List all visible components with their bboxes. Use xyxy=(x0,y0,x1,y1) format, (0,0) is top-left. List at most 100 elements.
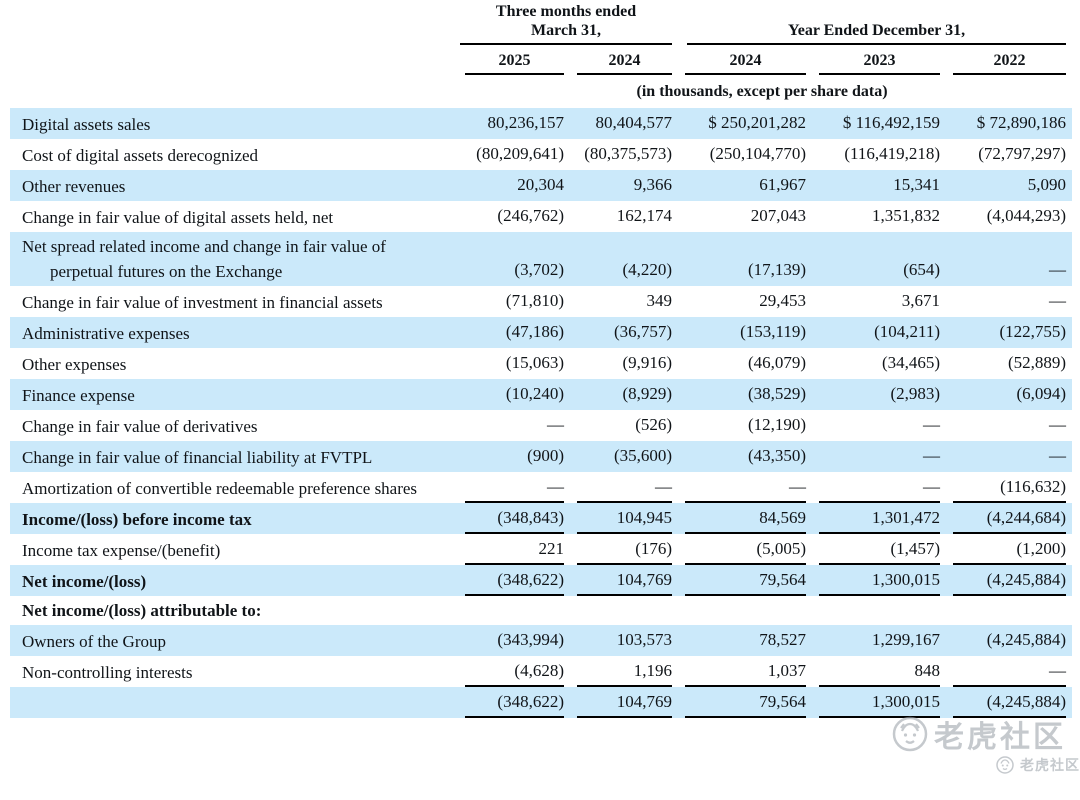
cell-value: (1,200) xyxy=(940,534,1072,565)
income-statement-table: Three months ended March 31, Year Ended … xyxy=(10,2,1073,718)
row-label: Digital assets sales xyxy=(22,115,151,134)
row-label: Amortization of convertible redeemable p… xyxy=(22,479,418,498)
row-label: Administrative expenses xyxy=(22,324,190,343)
table-row: Amortization of convertible redeemable p… xyxy=(10,472,1072,503)
cell-value: (4,245,884) xyxy=(940,565,1072,596)
cell-value: 80,236,157 xyxy=(487,113,565,132)
cell-value: (36,757) xyxy=(613,322,673,341)
cell-value: (348,622) xyxy=(452,687,564,718)
cell-value: (2,983) xyxy=(890,384,941,403)
cell-value: 103,573 xyxy=(616,630,673,649)
cell-value: — xyxy=(452,472,564,503)
row-label xyxy=(10,687,452,718)
row-label: Cost of digital assets derecognized xyxy=(22,146,259,165)
units-note-row: (in thousands, except per share data) xyxy=(10,75,1072,108)
cell-value: (80,375,573) xyxy=(584,144,673,163)
column-header-year: 2023 xyxy=(806,45,941,75)
table-row: Net income/(loss) (348,622) 104,769 79,564 1… xyxy=(10,565,1073,596)
cell-value: (12,190) xyxy=(747,415,807,434)
cell-value xyxy=(452,596,564,625)
cell-value: (526) xyxy=(635,415,673,434)
tiger-logo-icon xyxy=(892,716,928,752)
cell-value: 848 xyxy=(806,656,941,687)
cell-value: (3,702) xyxy=(514,260,564,279)
table-row: Owners of the Group (343,994) 103,573 78,52… xyxy=(10,625,1073,656)
cell-value: (4,245,884) xyxy=(986,630,1067,649)
cell-value: 1,300,015 xyxy=(806,687,941,718)
cell-value: (43,350) xyxy=(747,446,807,465)
row-label: Income/(loss) before income tax xyxy=(22,510,252,529)
cell-value: 29,453 xyxy=(759,291,807,310)
cell-value: — xyxy=(1049,291,1067,310)
table-row: Cost of digital assets derecognized (80,2… xyxy=(10,139,1072,170)
table-row: (348,622) 104,769 79,564 1,300,015 (4,245,88… xyxy=(10,687,1073,718)
cell-value: — xyxy=(1049,260,1067,279)
cell-value: — xyxy=(564,472,673,503)
cell-value: (4,628) xyxy=(452,656,564,687)
cell-value: 3,671 xyxy=(901,291,941,310)
table-row: Administrative expenses (47,186) (36,757) (… xyxy=(10,317,1073,348)
cell-value: — xyxy=(923,446,941,465)
row-label: Net spread related income and change in … xyxy=(22,237,386,281)
cell-value: — xyxy=(940,656,1072,687)
group-header-row: Three months ended March 31, Year Ended … xyxy=(10,2,1072,45)
cell-value: (8,929) xyxy=(622,384,673,403)
cell-value: (4,220) xyxy=(622,260,673,279)
watermark: 老虎社区 xyxy=(892,712,1066,756)
cell-value: (1,457) xyxy=(806,534,941,565)
cell-value: 1,037 xyxy=(672,656,807,687)
row-label: Change in fair value of derivatives xyxy=(22,417,258,436)
group-header-line: Year Ended December 31, xyxy=(787,22,966,39)
cell-value: 162,174 xyxy=(616,206,673,225)
column-header-year: 2024 xyxy=(564,45,673,75)
cell-value: (72,797,297) xyxy=(978,144,1067,163)
group-header-line: March 31, xyxy=(531,22,601,39)
column-group-three-months: Three months ended March 31, xyxy=(452,2,673,45)
cell-value: 15,341 xyxy=(893,175,941,194)
cell-value: (4,245,884) xyxy=(940,687,1072,718)
cell-value: 20,304 xyxy=(517,175,564,194)
row-label: Change in fair value of financial liabil… xyxy=(22,448,373,467)
label-column-spacer xyxy=(10,2,452,45)
table-row: Change in fair value of digital assets h… xyxy=(10,201,1072,232)
cell-value: 79,564 xyxy=(672,565,807,596)
cell-value: $ 116,492,159 xyxy=(842,113,941,132)
cell-value: 61,967 xyxy=(759,175,807,194)
table-row: Net income/(loss) attributable to: xyxy=(10,596,1072,625)
cell-value: (104,211) xyxy=(874,322,941,341)
row-label: Other expenses xyxy=(22,355,127,374)
row-label: Net income/(loss) attributable to: xyxy=(22,601,262,620)
cell-value: 1,196 xyxy=(564,656,673,687)
column-header-year: 2024 xyxy=(672,45,807,75)
cell-value: (6,094) xyxy=(1016,384,1067,403)
cell-value: (348,622) xyxy=(452,565,564,596)
cell-value: 221 xyxy=(452,534,564,565)
cell-value: 84,569 xyxy=(672,503,807,534)
watermark-small: 老虎社区 xyxy=(996,755,1080,775)
row-label: Other revenues xyxy=(22,177,126,196)
cell-value: (47,186) xyxy=(505,322,564,341)
cell-value xyxy=(672,596,806,625)
cell-value xyxy=(940,596,1072,625)
table-row: Net spread related income and change in … xyxy=(10,232,1073,286)
cell-value: 104,769 xyxy=(564,687,673,718)
cell-value: (250,104,770) xyxy=(709,144,807,163)
label-column-spacer xyxy=(10,45,452,75)
table-header: Three months ended March 31, Year Ended … xyxy=(10,2,1072,108)
cell-value: (15,063) xyxy=(505,353,564,372)
table-row: Other revenues 20,304 9,366 61,967 15,341 5,0… xyxy=(10,170,1073,201)
cell-value: 1,301,472 xyxy=(806,503,941,534)
table-row: Income tax expense/(benefit) 221 (176) (5,0… xyxy=(10,534,1072,565)
cell-value: (71,810) xyxy=(505,291,564,310)
cell-value: 9,366 xyxy=(633,175,673,194)
label-column-spacer xyxy=(10,75,452,108)
cell-value: — xyxy=(923,415,941,434)
table-row: Digital assets sales 80,236,157 80,404,577… xyxy=(10,108,1073,139)
cell-value: (122,755) xyxy=(999,322,1067,341)
row-label: Change in fair value of investment in fi… xyxy=(22,293,383,312)
column-group-year-ended: Year Ended December 31, xyxy=(672,2,1072,45)
table-row: Other expenses (15,063) (9,916) (46,079) (34… xyxy=(10,348,1072,379)
financial-statement-sheet: Three months ended March 31, Year Ended … xyxy=(10,2,1073,718)
column-header-year: 2025 xyxy=(452,45,564,75)
cell-value: 5,090 xyxy=(1027,175,1067,194)
